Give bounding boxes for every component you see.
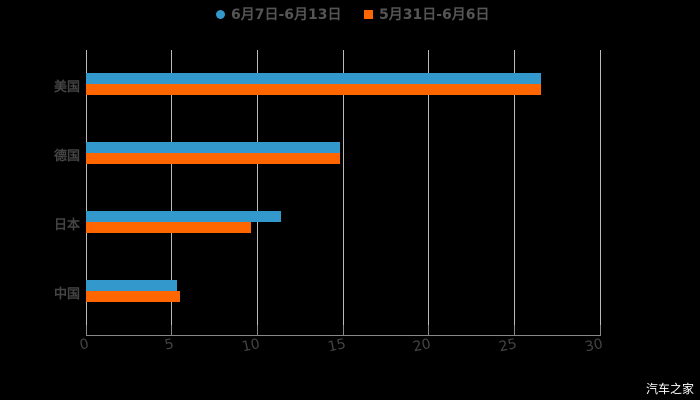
category-label-japan: 日本 — [53, 218, 80, 233]
x-tick — [86, 325, 87, 335]
x-tick — [343, 325, 344, 335]
x-axis — [86, 335, 601, 336]
x-tick — [428, 325, 429, 335]
gridline — [257, 50, 258, 325]
x-tick-label: 15 — [326, 336, 348, 356]
square-marker-icon — [364, 9, 373, 19]
x-tick — [514, 325, 515, 335]
bar-germany-series2[interactable] — [86, 153, 340, 164]
x-tick-label: 20 — [411, 336, 433, 356]
bar-china-series2[interactable] — [86, 291, 180, 302]
x-tick-label: 5 — [163, 336, 176, 354]
legend-item-series2[interactable]: 5月31日-6月6日 — [364, 4, 490, 24]
circle-marker-icon — [216, 9, 225, 19]
bar-us-series1[interactable] — [86, 73, 541, 84]
gridline — [514, 50, 515, 325]
x-tick-label: 0 — [78, 336, 91, 354]
watermark: 汽车之家 — [645, 382, 694, 396]
legend-item-series1[interactable]: 6月7日-6月13日 — [216, 4, 342, 24]
x-tick-label: 30 — [583, 336, 605, 356]
gridline — [428, 50, 429, 325]
category-label-germany: 德国 — [53, 149, 80, 164]
category-label-china: 中国 — [53, 287, 80, 302]
x-tick — [257, 325, 258, 335]
x-tick — [600, 325, 601, 335]
gridline — [343, 50, 344, 325]
bar-us-series2[interactable] — [86, 84, 541, 95]
legend-label: 6月7日-6月13日 — [231, 7, 342, 23]
gridline — [86, 50, 87, 325]
x-tick — [171, 325, 172, 335]
bar-japan-series1[interactable] — [86, 211, 281, 222]
bar-japan-series2[interactable] — [86, 222, 251, 233]
x-tick-label: 10 — [240, 336, 262, 356]
legend-label: 5月31日-6月6日 — [379, 7, 490, 23]
x-tick-label: 25 — [497, 336, 519, 356]
category-label-us: 美国 — [53, 80, 80, 95]
bar-china-series1[interactable] — [86, 280, 177, 291]
gridline — [171, 50, 172, 325]
legend: 6月7日-6月13日 5月31日-6月6日 — [0, 4, 700, 24]
bar-germany-series1[interactable] — [86, 142, 340, 153]
gridline — [600, 50, 601, 325]
